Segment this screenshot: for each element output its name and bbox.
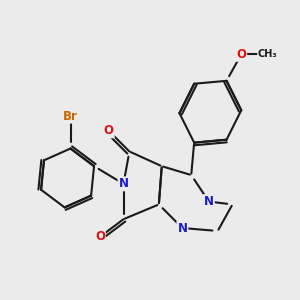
Text: N: N <box>204 195 214 208</box>
Text: N: N <box>177 221 188 235</box>
Text: N: N <box>118 177 128 190</box>
Text: CH₃: CH₃ <box>258 49 278 59</box>
Text: O: O <box>104 124 114 137</box>
Text: Br: Br <box>63 110 78 123</box>
Text: O: O <box>236 48 246 61</box>
Text: O: O <box>95 230 105 243</box>
